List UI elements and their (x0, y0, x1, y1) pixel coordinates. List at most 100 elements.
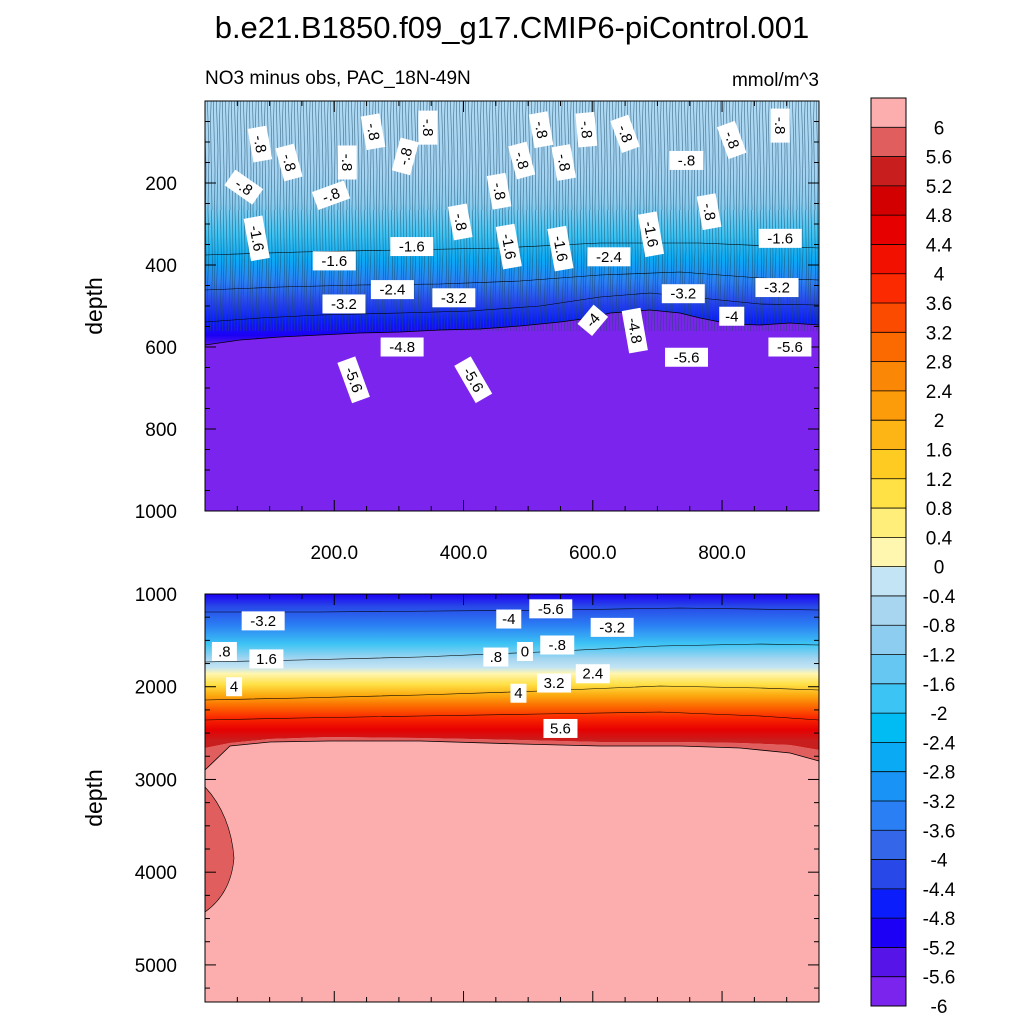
contour-label: -5.6 (665, 347, 709, 367)
contour-label-box (590, 617, 634, 637)
contour-label: -.8 (770, 108, 790, 143)
contour-label-text: 3.2 (544, 675, 565, 692)
contour-label-box (454, 356, 493, 404)
contour-label: -.8 (669, 150, 704, 170)
upper-y-tick-label: 1000 (135, 502, 177, 523)
contour-label-box (528, 111, 554, 149)
contour-label-text: -.8 (699, 202, 719, 222)
colorbar-swatch (871, 273, 906, 304)
upper-contour-labels: -.8-.8 -.8 -.8 -.8 -.8 -.8-.8-.8 -.8 -.8 -.8 -.8-… (224, 108, 812, 404)
colorbar-tick-label: -1.6 (923, 675, 956, 696)
contour-label-text: -.8 (511, 150, 532, 171)
contour-label-box (696, 193, 722, 231)
contour-label: -2.4 (370, 280, 414, 300)
contour-label-box (249, 649, 284, 669)
contour-label-box (508, 141, 536, 180)
contour-label-text: -.8 (338, 154, 355, 172)
contour-label-text: -5.6 (777, 339, 803, 356)
contour-label: -4.8 (621, 307, 648, 354)
contour-label-text: -3.2 (331, 296, 357, 313)
colorbar-tick-label: -4.4 (923, 880, 956, 901)
contour-label-box (717, 120, 747, 160)
contour-label-box (495, 223, 522, 270)
contour-label-box (551, 144, 577, 181)
colorbar-swatch (871, 98, 906, 128)
contour-label: -.8 (696, 193, 722, 231)
colorbar-tick-label: -4.8 (923, 909, 956, 930)
contour-label: -.8 (275, 143, 303, 182)
colorbar-swatch (871, 215, 906, 245)
contour-label: -3.2 (241, 611, 285, 631)
contour-label-text: -3.2 (441, 290, 467, 307)
contour-label: -.8 (528, 111, 554, 149)
contour-label-box (516, 641, 533, 661)
contour-label-box (510, 683, 527, 703)
lower-salmon-layer (205, 737, 819, 770)
contour-label-text: -2.4 (596, 249, 622, 266)
contour-label: -1.6 (243, 215, 270, 262)
colorbar-swatch (871, 859, 906, 890)
contour-label-box (211, 641, 237, 661)
lower-deep-blob (205, 786, 235, 913)
upper-y-axis: 200 400 600 800 1000 (135, 100, 819, 523)
contour-label-box (610, 114, 640, 154)
colorbar-tick-label: 3.6 (926, 294, 952, 315)
upper-y-tick-label: 600 (145, 338, 177, 359)
lower-contour-line (205, 740, 819, 771)
contour-label-text: -1.6 (640, 220, 661, 248)
colorbar-tick-label: -2 (931, 704, 948, 725)
contour-label-box (337, 145, 357, 180)
contour-label: -.8 (224, 169, 264, 205)
contour-label-text: 2.4 (582, 666, 603, 683)
contour-label-text: -.8 (553, 152, 573, 172)
contour-label-box (483, 647, 509, 667)
colorbar-tick-label: -3.2 (923, 792, 956, 813)
main-title: b.e21.B1850.f09_g17.CMIP6-piControl.001 (215, 10, 810, 45)
contour-label: -.8 (360, 113, 386, 151)
contour-label: -4 (719, 306, 745, 326)
contour-label-text: -.8 (231, 176, 255, 200)
contour-label: 4 (510, 683, 527, 703)
colorbar-tick-label: 5.2 (926, 177, 952, 198)
contour-label-text: -.8 (320, 185, 342, 207)
contour-label-box (447, 203, 473, 241)
contour-label-text: -.8 (250, 134, 270, 154)
contour-label-box (391, 137, 419, 176)
lower-plot-area (205, 594, 819, 1002)
colorbar-tick-label: 2.4 (926, 382, 953, 403)
upper-plot-area (205, 101, 819, 511)
contour-label: 4 (226, 677, 243, 697)
contour-label-box (587, 247, 631, 267)
contour-label: -.8 (447, 203, 473, 241)
contour-label-text: -1.6 (399, 239, 425, 256)
contour-label: -3.2 (755, 278, 799, 298)
contour-label: -2.4 (587, 247, 631, 267)
colorbar-tick-label: 4 (934, 265, 945, 286)
upper-x-tick-label: 400.0 (440, 543, 488, 564)
upper-y-tick-label: 800 (145, 420, 177, 441)
panel-subtitle: NO3 minus obs, PAC_18N-49N (205, 68, 471, 89)
colorbar-swatch (871, 713, 906, 743)
lower-y-tick-label: 5000 (135, 956, 177, 977)
colorbar-tick-label: 0.8 (926, 499, 952, 520)
contour-label: 1.6 (249, 649, 284, 669)
colorbar-tick-label: 1.6 (926, 440, 952, 461)
contour-label-box (540, 635, 575, 655)
contour-label-box (758, 228, 802, 248)
contour-label: -4 (577, 304, 609, 337)
contour-label: -4.8 (380, 337, 424, 357)
colorbar-tick-label: -1.2 (923, 646, 956, 667)
contour-label-box (360, 113, 386, 151)
contour-label: 0 (516, 641, 533, 661)
upper-x-tick-label: 200.0 (310, 543, 358, 564)
contour-label-text: -.8 (531, 120, 551, 140)
upper-contour-line-3 (205, 271, 819, 291)
lower-upper-layers (205, 594, 819, 750)
contour-label-box (432, 288, 476, 308)
lower-contour-labels: -3.2 -4 -5.6 -3.2 .8 1.6 .8 0 -.8 4 4 3.2 2.4 5.6 (211, 599, 634, 738)
colorbar-swatch (871, 303, 906, 333)
contour-label-box (312, 251, 356, 271)
contour-label-text: -1.6 (246, 224, 267, 252)
contour-label: .8 (211, 641, 237, 661)
lower-y-tick-label: 3000 (135, 770, 177, 791)
